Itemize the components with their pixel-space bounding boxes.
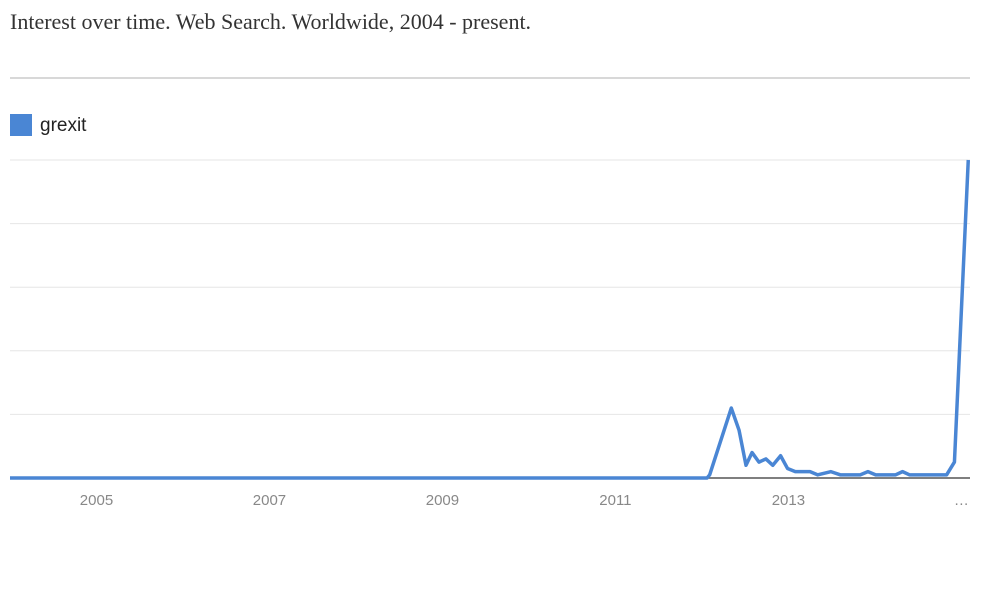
chart-title: Interest over time. Web Search. Worldwid… [10,9,531,34]
legend-label: grexit [40,115,87,136]
x-tick-label: 2007 [253,492,286,509]
x-tick-label: 2009 [426,492,459,509]
legend-swatch [10,114,32,136]
x-tick-label: 2011 [599,492,631,509]
line [10,159,971,480]
x-tick-label: … [954,492,969,509]
x-tick-label: 2013 [772,492,805,509]
x-tick-label: 2005 [80,492,113,509]
